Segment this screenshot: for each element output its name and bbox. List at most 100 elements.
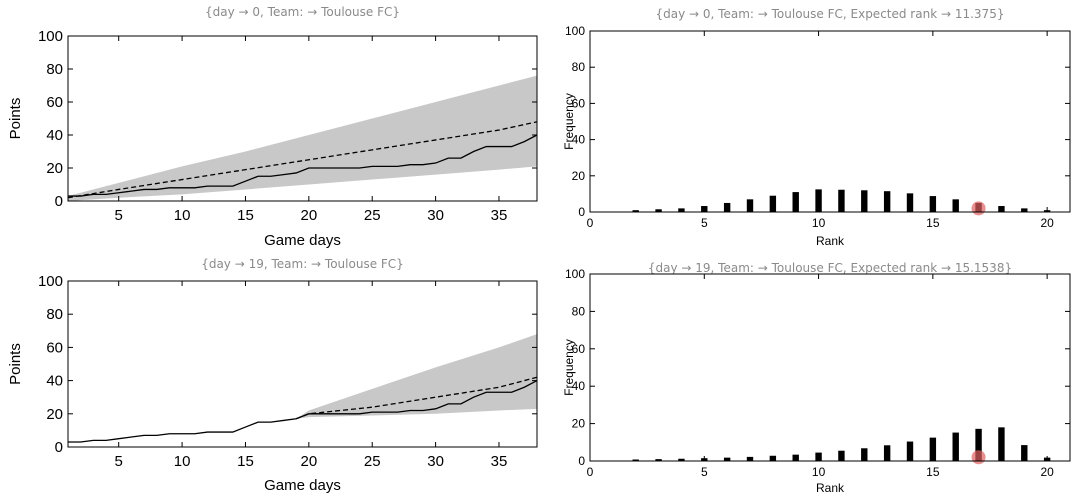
y-tick-label: 60 [572,342,586,356]
expected-points-line [67,121,538,199]
y-tick-label: 0 [55,193,63,210]
histogram-bar [1021,445,1028,461]
plot-frame [67,35,538,202]
y-tick-label: 100 [38,28,63,45]
x-tick-label: 20 [300,207,317,224]
histogram-bar [723,202,731,212]
histogram-bar [883,191,891,212]
y-tick-label: 40 [46,127,63,144]
histogram-bar [883,445,891,461]
x-tick-label: 0 [587,465,594,479]
simulation-band [296,334,537,419]
x-tick-label: 15 [237,453,254,470]
x-tick-label: 25 [364,453,381,470]
team-rank-marker [971,201,986,216]
y-tick-label: 20 [46,406,63,423]
y-tick-label: 80 [572,304,586,318]
x-tick-label: 5 [115,453,123,470]
x-tick-label: 35 [491,207,508,224]
y-tick-label: 80 [46,306,63,323]
histogram-bar [975,428,982,461]
y-tick-label: 80 [46,61,63,78]
y-tick-label: 60 [46,339,63,356]
x-tick-label: 10 [174,207,191,224]
histogram-bar [861,448,868,461]
histogram-bar [861,190,868,212]
x-axis-label: Rank [816,481,845,495]
histogram-bar [952,199,959,212]
histogram-bar [998,206,1005,212]
simulation-band [68,75,537,201]
y-axis-label: Frequency [562,339,576,396]
y-tick-label: 40 [572,379,586,393]
x-tick-label: 35 [491,453,508,470]
y-tick-label: 100 [565,24,585,38]
histogram-bar [792,192,799,212]
histogram-bar [792,454,799,461]
points-chart-day-19: {day → 19, Team: → Toulouse FC} 5 10 15 20 25… [7,257,538,494]
y-tick-label: 0 [578,205,585,219]
y-tick-label: 60 [46,94,63,111]
x-tick-label: 10 [174,453,191,470]
x-tick-label: 15 [237,207,254,224]
chart-title: {day → 19, Team: → Toulouse FC} [201,257,404,271]
y-tick-label: 80 [572,60,586,74]
y-tick-label: 60 [572,96,586,110]
histogram-bar [655,209,662,212]
y-axis-label: Points [7,343,24,385]
y-tick-label: 40 [572,133,586,147]
y-tick-label: 100 [565,267,585,281]
x-tick-label: 0 [587,216,594,230]
y-tick-label: 0 [578,454,585,468]
rank-histogram-day-19: {day → 19, Team: → Toulouse FC, Expected… [562,261,1071,495]
y-tick-label: 20 [46,160,63,177]
plot-frame [67,280,538,448]
histogram-bar [769,195,777,212]
y-tick-label: 40 [46,373,63,390]
actual-points-line [68,134,538,197]
x-tick-label: 5 [701,216,708,230]
actual-points-line [68,380,538,443]
histogram-bar [655,459,662,461]
chart-title: {day → 0, Team: → Toulouse FC} [205,5,400,19]
histogram-bar [746,199,754,212]
x-tick-label: 20 [1040,465,1054,479]
x-axis-label: Rank [816,234,845,248]
x-tick-label: 20 [1040,216,1054,230]
histogram-bar [632,459,639,461]
y-tick-label: 20 [572,169,586,183]
histogram-bar [998,427,1005,461]
histogram-bar [952,432,959,461]
histogram-bar [1021,208,1028,212]
x-tick-label: 5 [115,207,123,224]
histogram-bar [838,450,845,461]
histogram-bar [906,193,914,212]
histogram-bar [678,458,685,461]
histogram-bar [723,457,731,461]
x-tick-label: 10 [812,465,826,479]
x-axis-label: Game days [264,477,341,494]
histogram-bar [929,196,937,212]
chart-title: {day → 0, Team: → Toulouse FC, Expected … [656,7,1005,21]
y-axis-label: Frequency [562,93,576,150]
x-tick-label: 30 [427,453,444,470]
histogram-bar [746,456,754,461]
histogram-bar [929,437,937,461]
x-tick-label: 25 [364,207,381,224]
y-tick-label: 20 [572,417,586,431]
x-axis-label: Game days [264,232,341,249]
y-tick-label: 0 [55,439,63,456]
plot-frame [589,30,1071,213]
x-tick-label: 15 [926,216,940,230]
x-tick-label: 10 [812,216,826,230]
histogram-bar [769,455,777,461]
rank-histogram-day-0: {day → 0, Team: → Toulouse FC, Expected … [562,7,1071,248]
x-tick-label: 15 [926,465,940,479]
histogram-bar [906,441,914,461]
y-tick-label: 100 [38,273,63,290]
plot-frame [589,273,1071,462]
points-chart-day-0: {day → 0, Team: → Toulouse FC} 5 10 15 20 25 3… [7,5,538,249]
chart-title: {day → 19, Team: → Toulouse FC, Expected… [648,261,1012,275]
histogram-bar [838,189,845,212]
